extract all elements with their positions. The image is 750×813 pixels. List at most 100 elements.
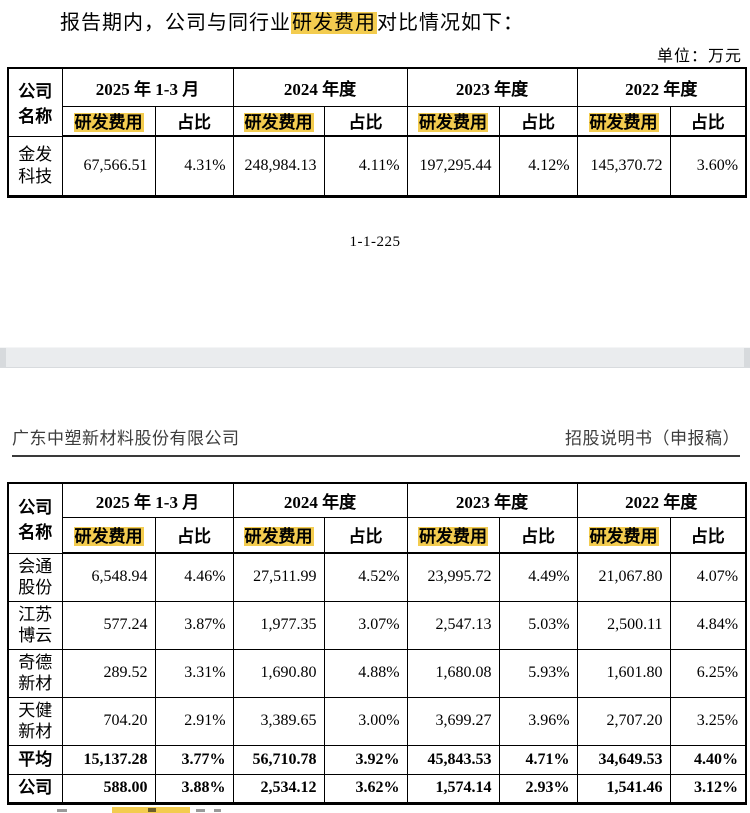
cell-value: 1,601.80 <box>576 648 671 698</box>
subheader-rd: 研发费用 <box>61 105 156 137</box>
table-subheader-row: 研发费用 占比 研发费用 占比 研发费用 占比 研发费用 占比 <box>8 105 747 137</box>
clipped-next-line <box>0 807 750 813</box>
cell-value: 2,707.20 <box>576 696 671 746</box>
cell-value: 67,566.51 <box>61 135 156 197</box>
cell-company: 江苏 博云 <box>7 600 63 650</box>
cell-value: 145,370.72 <box>576 135 671 197</box>
header-period-2022: 2022 年度 <box>576 67 747 107</box>
cell-value: 289.52 <box>61 648 156 698</box>
table-header-row: 公司 名称 2025 年 1-3 月 2024 年度 2023 年度 2022 … <box>7 67 747 137</box>
cell-value: 704.20 <box>61 696 156 746</box>
cell-value: 1,977.35 <box>232 600 325 650</box>
cell-company: 天健 新材 <box>7 696 63 746</box>
cell-value: 56,710.78 <box>232 744 325 775</box>
subheader-rd: 研发费用 <box>406 105 500 137</box>
header-period-2023: 2023 年度 <box>406 482 578 518</box>
cell-value: 1,680.08 <box>406 648 500 698</box>
table-subheader-row: 研发费用 占比 研发费用 占比 研发费用 占比 研发费用 占比 <box>8 516 747 554</box>
cell-value: 15,137.28 <box>61 744 156 775</box>
table-row: 天健 新材 704.20 2.91% 3,389.65 3.00% 3,699.… <box>7 696 747 746</box>
cell-value: 3.92% <box>323 744 408 775</box>
page-header: 广东中塑新材料股份有限公司 招股说明书（申报稿） <box>12 424 740 457</box>
cell-value: 3.62% <box>323 773 408 804</box>
clipped-glyph-fragment <box>148 808 156 812</box>
subheader-ratio: 占比 <box>323 516 408 554</box>
cell-value: 1,690.80 <box>232 648 325 698</box>
cell-value: 3.12% <box>669 773 747 804</box>
header-period-2025: 2025 年 1-3 月 <box>61 67 234 107</box>
cell-value: 3.00% <box>323 696 408 746</box>
cell-value: 577.24 <box>61 600 156 650</box>
intro-text-prefix: 报告期内，公司与同行业 <box>60 12 291 34</box>
subheader-rd: 研发费用 <box>61 516 156 554</box>
cell-value: 27,511.99 <box>232 552 325 602</box>
subheader-rd-label: 研发费用 <box>588 113 659 133</box>
header-company-label: 公司 名称 <box>18 82 53 127</box>
header-period-2023: 2023 年度 <box>406 67 578 107</box>
table-row-average: 平均 15,137.28 3.77% 56,710.78 3.92% 45,84… <box>7 744 747 775</box>
cell-value: 5.93% <box>498 648 578 698</box>
cell-company: 会通 股份 <box>7 552 63 602</box>
subheader-rd-label: 研发费用 <box>73 113 144 133</box>
cell-value: 2,500.11 <box>576 600 671 650</box>
table-row-issuer: 公司 588.00 3.88% 2,534.12 3.62% 1,574.14 … <box>7 773 747 804</box>
cell-value: 4.71% <box>498 744 578 775</box>
cell-value: 3.96% <box>498 696 578 746</box>
cell-value: 34,649.53 <box>576 744 671 775</box>
cell-value: 45,843.53 <box>406 744 500 775</box>
cell-value: 3.77% <box>154 744 234 775</box>
subheader-rd-label: 研发费用 <box>73 527 144 547</box>
document-type-label: 招股说明书（申报稿） <box>565 429 740 448</box>
cell-value: 4.46% <box>154 552 234 602</box>
cell-value: 4.49% <box>498 552 578 602</box>
cell-value: 6.25% <box>669 648 747 698</box>
cell-value: 3.88% <box>154 773 234 804</box>
subheader-rd: 研发费用 <box>232 516 325 554</box>
cell-value: 3.60% <box>669 135 747 197</box>
table-row: 江苏 博云 577.24 3.87% 1,977.35 3.07% 2,547.… <box>7 600 747 650</box>
header-period-2025: 2025 年 1-3 月 <box>61 482 234 518</box>
cell-value: 4.31% <box>154 135 234 197</box>
subheader-rd-label: 研发费用 <box>588 527 659 547</box>
subheader-ratio: 占比 <box>154 516 234 554</box>
cell-value: 4.11% <box>323 135 408 197</box>
cell-value: 2.93% <box>498 773 578 804</box>
cell-value: 4.52% <box>323 552 408 602</box>
clipped-glyph-fragment <box>57 809 67 812</box>
cell-value: 4.88% <box>323 648 408 698</box>
intro-text-suffix: 对比情况如下： <box>377 12 524 34</box>
cell-value: 21,067.80 <box>576 552 671 602</box>
intro-paragraph: 报告期内，公司与同行业研发费用对比情况如下： <box>60 10 740 36</box>
clipped-glyph-fragment <box>196 809 205 812</box>
subheader-rd: 研发费用 <box>576 516 671 554</box>
cell-value: 3.25% <box>669 696 747 746</box>
header-period-2024: 2024 年度 <box>232 482 408 518</box>
cell-company: 平均 <box>7 744 63 775</box>
cell-value: 3,389.65 <box>232 696 325 746</box>
cell-value: 588.00 <box>61 773 156 804</box>
subheader-ratio: 占比 <box>498 516 578 554</box>
subheader-ratio: 占比 <box>154 105 234 137</box>
cell-value: 5.03% <box>498 600 578 650</box>
rd-expense-table-page2: 公司 名称 2025 年 1-3 月 2024 年度 2023 年度 2022 … <box>7 482 748 805</box>
header-company: 公司 名称 <box>7 482 63 554</box>
table-row: 奇德 新材 289.52 3.31% 1,690.80 4.88% 1,680.… <box>7 648 747 698</box>
cell-value: 2.91% <box>154 696 234 746</box>
subheader-ratio: 占比 <box>498 105 578 137</box>
company-full-name: 广东中塑新材料股份有限公司 <box>12 429 240 448</box>
cell-value: 4.40% <box>669 744 747 775</box>
subheader-ratio: 占比 <box>669 105 747 137</box>
subheader-rd: 研发费用 <box>576 105 671 137</box>
cell-value: 3.87% <box>154 600 234 650</box>
unit-label: 单位：万元 <box>656 48 742 65</box>
cell-value: 248,984.13 <box>232 135 325 197</box>
cell-value: 1,574.14 <box>406 773 500 804</box>
subheader-rd: 研发费用 <box>232 105 325 137</box>
page-number: 1-1-225 <box>349 234 401 250</box>
table-row: 会通 股份 6,548.94 4.46% 27,511.99 4.52% 23,… <box>7 552 747 602</box>
cell-value: 1,541.46 <box>576 773 671 804</box>
header-company: 公司 名称 <box>7 67 63 137</box>
cell-value: 2,534.12 <box>232 773 325 804</box>
pdf-page-gap <box>0 347 750 368</box>
cell-value: 4.84% <box>669 600 747 650</box>
